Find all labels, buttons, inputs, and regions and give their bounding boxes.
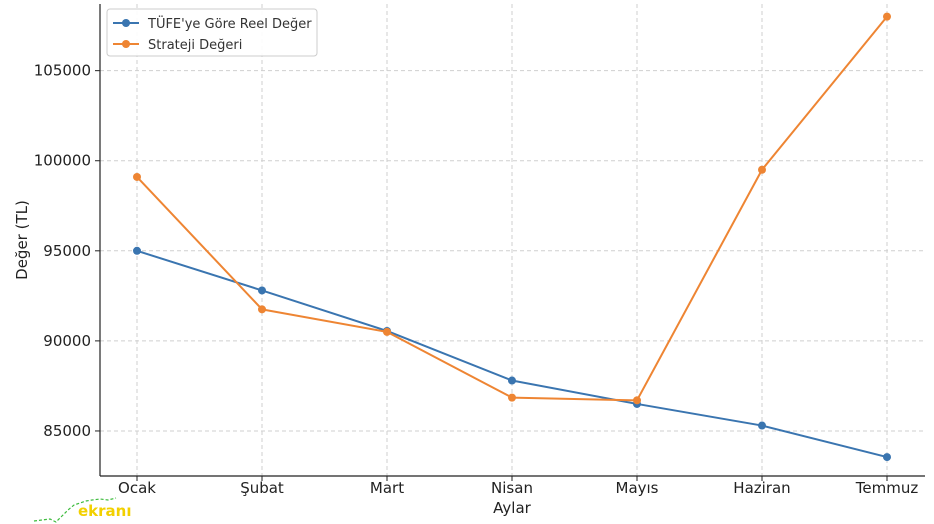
x-tick-label: Mart — [370, 479, 404, 497]
y-tick-label: 85000 — [43, 422, 91, 440]
data-point-1 — [758, 165, 766, 174]
data-point-0 — [258, 286, 266, 295]
data-point-1 — [133, 172, 141, 181]
x-axis-title: Aylar — [493, 499, 531, 517]
data-point-1 — [883, 12, 891, 21]
legend-marker-strateji — [122, 40, 130, 48]
data-point-0 — [133, 246, 141, 255]
legend-box — [106, 8, 318, 57]
data-point-0 — [508, 376, 516, 385]
legend-label-reel: TÜFE'ye Göre Reel Değer — [147, 15, 312, 32]
data-point-1 — [508, 393, 516, 402]
legend: TÜFE'ye Göre Reel Değer Strateji Değeri — [106, 8, 318, 57]
x-tick-label: Şubat — [240, 479, 284, 497]
y-tick-label: 95000 — [43, 242, 91, 260]
data-point-0 — [758, 421, 766, 430]
y-axis-title: Değer (TL) — [13, 200, 31, 280]
watermark-text: ekranı — [78, 502, 132, 520]
data-point-1 — [258, 305, 266, 314]
legend-label-strateji: Strateji Değeri — [148, 38, 242, 53]
x-tick-label: Mayıs — [616, 479, 659, 497]
data-point-1 — [383, 327, 391, 336]
y-tick-label: 105000 — [34, 62, 91, 80]
tick-labels: Ocak Şubat Mart Nisan Mayıs Haziran Temmuz 8500… — [34, 62, 919, 497]
series-lines — [133, 12, 891, 462]
x-tick-label: Nisan — [491, 479, 533, 497]
y-tick-label: 100000 — [34, 152, 91, 170]
data-point-1 — [633, 396, 641, 405]
watermark-sparkline — [33, 497, 117, 523]
legend-marker-reel — [122, 19, 130, 27]
x-tick-label: Temmuz — [855, 479, 919, 497]
watermark-logo: ekranı — [33, 497, 132, 523]
y-tick-label: 90000 — [43, 332, 91, 350]
x-tick-label: Ocak — [118, 479, 156, 497]
x-tick-label: Haziran — [733, 479, 790, 497]
data-point-0 — [883, 453, 891, 462]
grid-lines — [100, 4, 925, 476]
